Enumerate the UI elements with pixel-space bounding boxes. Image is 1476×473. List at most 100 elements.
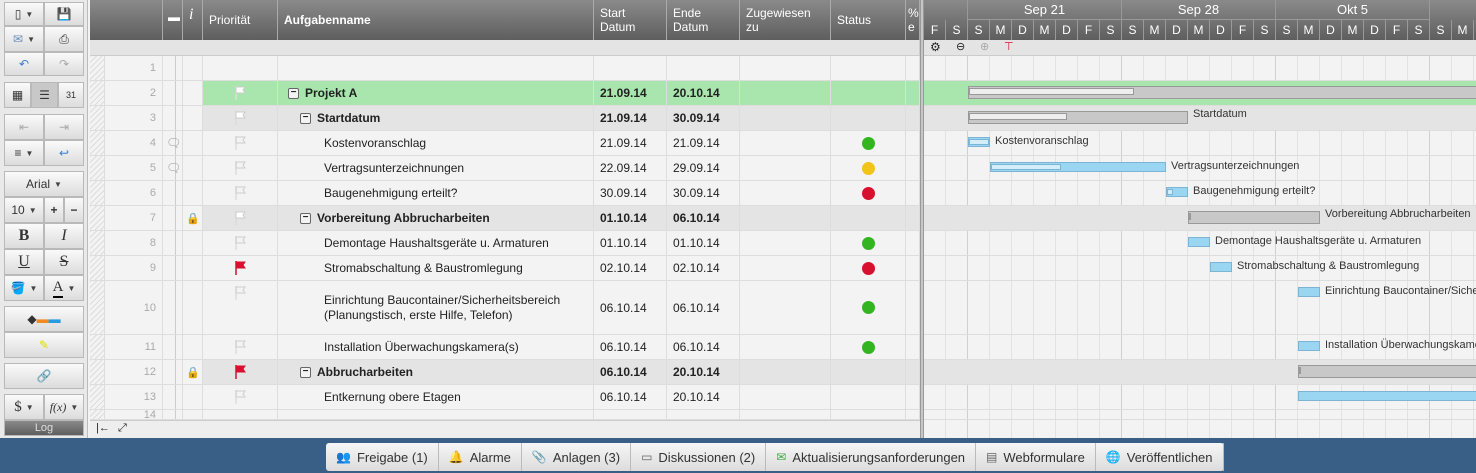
priority-cell[interactable] (203, 81, 278, 105)
percent-cell[interactable] (906, 106, 920, 130)
header-comments[interactable]: ▬ (165, 0, 183, 40)
table-row[interactable]: 8 Demontage Haushaltsgeräte u. Armaturen… (90, 231, 920, 256)
zoom-in-icon[interactable]: ⊕ (980, 41, 990, 53)
end-date-cell[interactable]: 30.09.14 (667, 181, 740, 205)
task-name-cell[interactable]: Demontage Haushaltsgeräte u. Armaturen (278, 231, 594, 255)
percent-cell[interactable] (906, 231, 920, 255)
collapse-icon[interactable]: − (300, 366, 311, 378)
row-handle[interactable] (90, 81, 105, 105)
status-cell[interactable] (831, 181, 906, 205)
task-name-cell[interactable]: − Abbrucharbeiten (278, 360, 594, 384)
priority-cell[interactable] (203, 410, 278, 419)
task-name-cell[interactable]: Einrichtung Baucontainer/Sicherheitsbere… (278, 281, 594, 334)
priority-flag-icon[interactable] (233, 235, 247, 251)
assigned-to-cell[interactable] (740, 81, 831, 105)
comment-cell[interactable] (165, 360, 183, 384)
status-cell[interactable] (831, 335, 906, 359)
comment-cell[interactable]: 🗨 (165, 131, 183, 155)
table-row[interactable]: 2 − Projekt A 21.09.14 20.10.14 (90, 81, 920, 106)
table-row[interactable]: 11 Installation Überwachungskamera(s) 06… (90, 335, 920, 360)
end-date-cell[interactable]: 21.09.14 (667, 131, 740, 155)
assigned-to-cell[interactable] (740, 131, 831, 155)
collapse-icon[interactable]: − (300, 212, 311, 224)
start-date-cell[interactable]: 06.10.14 (594, 385, 667, 409)
comment-icon[interactable]: 🗨 (166, 161, 182, 175)
start-date-cell[interactable]: 21.09.14 (594, 106, 667, 130)
percent-cell[interactable] (906, 410, 920, 419)
percent-cell[interactable] (906, 56, 920, 80)
header-start-date[interactable]: Start Datum (594, 0, 667, 40)
assigned-to-cell[interactable] (740, 281, 831, 334)
row-handle[interactable] (90, 385, 105, 409)
priority-cell[interactable] (203, 181, 278, 205)
status-cell[interactable] (831, 106, 906, 130)
priority-flag-icon[interactable] (233, 135, 247, 151)
percent-cell[interactable] (906, 281, 920, 334)
end-date-cell[interactable]: 20.10.14 (667, 81, 740, 105)
tab-form[interactable]: ▤ Webformulare (976, 443, 1096, 471)
comment-cell[interactable] (165, 410, 183, 419)
calendar-view-button[interactable]: 31 (58, 82, 84, 108)
percent-cell[interactable] (906, 181, 920, 205)
comment-cell[interactable] (165, 206, 183, 230)
end-date-cell[interactable]: 02.10.14 (667, 256, 740, 280)
assigned-to-cell[interactable] (740, 385, 831, 409)
task-bar[interactable] (1166, 187, 1188, 197)
formula-button[interactable]: f(x) ▼ (44, 394, 84, 420)
tab-users[interactable]: 👥 Freigabe (1) (326, 443, 439, 471)
comment-cell[interactable] (165, 385, 183, 409)
assigned-to-cell[interactable] (740, 335, 831, 359)
strikethrough-button[interactable]: S (44, 249, 84, 275)
italic-button[interactable]: I (44, 223, 84, 249)
table-row[interactable]: 13 Entkernung obere Etagen 06.10.14 20.1… (90, 385, 920, 410)
task-name-cell[interactable]: − Vorbereitung Abbrucharbeiten (278, 206, 594, 230)
row-handle[interactable] (90, 131, 105, 155)
percent-cell[interactable] (906, 81, 920, 105)
header-priority[interactable]: Priorität (203, 0, 278, 40)
tab-paperclip[interactable]: 📎 Anlagen (3) (522, 443, 632, 471)
end-date-cell[interactable]: 20.10.14 (667, 385, 740, 409)
email-button[interactable]: ✉ ▼ (4, 26, 44, 52)
table-row[interactable]: 14 (90, 410, 920, 420)
bold-button[interactable]: B (4, 223, 44, 249)
start-date-cell[interactable]: 21.09.14 (594, 131, 667, 155)
log-button[interactable]: Log (4, 420, 84, 436)
start-date-cell[interactable] (594, 410, 667, 419)
task-bar[interactable] (1298, 341, 1320, 351)
comment-cell[interactable] (165, 281, 183, 334)
underline-button[interactable]: U (4, 249, 44, 275)
task-name-cell[interactable]: Vertragsunterzeichnungen (278, 156, 594, 180)
outdent-button[interactable]: ⇤ (4, 114, 44, 140)
end-date-cell[interactable]: 06.10.14 (667, 281, 740, 334)
comment-cell[interactable] (165, 56, 183, 80)
tab-globe[interactable]: 🌐 Veröffentlichen (1096, 443, 1224, 471)
priority-flag-icon[interactable] (233, 210, 247, 226)
header-task-name[interactable]: Aufgabenname (278, 0, 594, 40)
end-date-cell[interactable]: 06.10.14 (667, 335, 740, 359)
pane-splitter[interactable] (920, 0, 924, 438)
task-name-cell[interactable]: Kostenvoranschlag (278, 131, 594, 155)
table-row[interactable]: 5 🗨 Vertragsunterzeichnungen 22.09.14 29… (90, 156, 920, 181)
priority-cell[interactable] (203, 106, 278, 130)
priority-cell[interactable] (203, 256, 278, 280)
row-handle[interactable] (90, 335, 105, 359)
align-button[interactable]: ≡ ▼ (4, 140, 44, 166)
percent-cell[interactable] (906, 385, 920, 409)
fill-color-button[interactable]: 🪣 ▼ (4, 275, 44, 301)
task-name-cell[interactable]: Entkernung obere Etagen (278, 385, 594, 409)
percent-cell[interactable] (906, 335, 920, 359)
wrap-text-button[interactable]: ↩ (44, 140, 84, 166)
tab-speech-bubble[interactable]: ▭ Diskussionen (2) (631, 443, 767, 471)
task-bar[interactable] (1210, 262, 1232, 272)
status-cell[interactable] (831, 360, 906, 384)
assigned-to-cell[interactable] (740, 256, 831, 280)
comment-cell[interactable] (165, 106, 183, 130)
collapse-icon[interactable]: − (300, 112, 311, 124)
table-row[interactable]: 1 (90, 56, 920, 81)
redo-button[interactable]: ↷ (44, 52, 84, 76)
start-date-cell[interactable]: 01.10.14 (594, 206, 667, 230)
header-info[interactable]: i (183, 0, 203, 40)
priority-cell[interactable] (203, 131, 278, 155)
start-date-cell[interactable]: 01.10.14 (594, 231, 667, 255)
priority-flag-icon[interactable] (233, 285, 247, 301)
